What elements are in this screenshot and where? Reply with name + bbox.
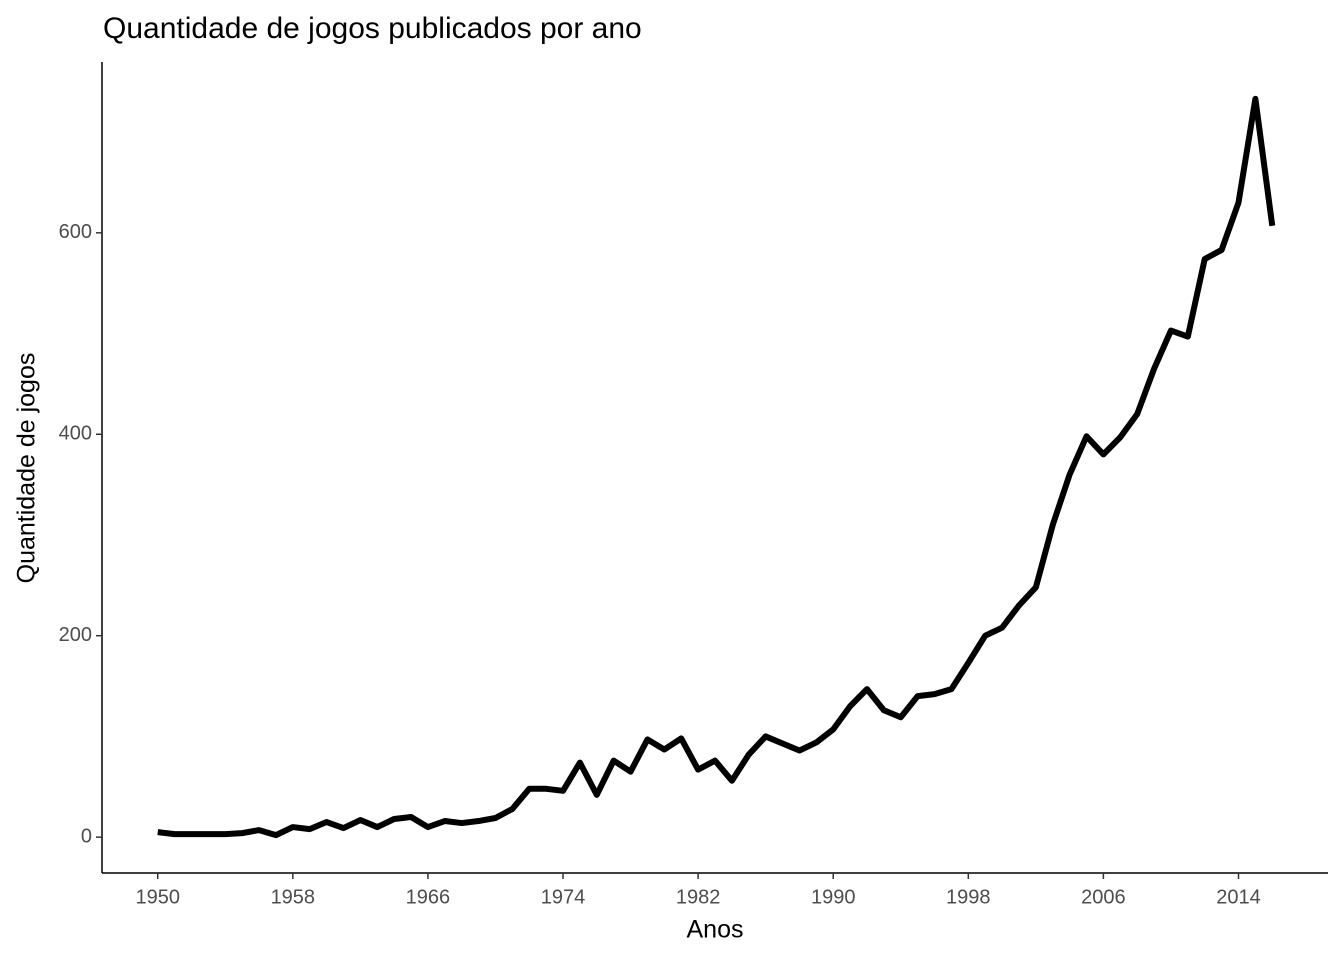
x-tick-label: 2014 xyxy=(1216,886,1261,908)
x-tick-label: 1958 xyxy=(271,886,316,908)
y-axis-label: Quantidade de jogos xyxy=(13,353,41,584)
y-tick-label: 200 xyxy=(59,624,92,646)
chart-title: Quantidade de jogos publicados por ano xyxy=(103,12,642,45)
x-tick-label: 1990 xyxy=(811,886,856,908)
y-tick-label: 600 xyxy=(59,221,92,243)
x-axis-label: Anos xyxy=(687,916,744,944)
x-tick-label: 1998 xyxy=(946,886,991,908)
x-tick-label: 1982 xyxy=(676,886,721,908)
y-tick-label: 0 xyxy=(81,825,92,847)
x-tick-label: 1974 xyxy=(541,886,586,908)
x-tick-label: 2006 xyxy=(1081,886,1126,908)
data-line xyxy=(157,95,1276,839)
x-tick-label: 1950 xyxy=(135,886,180,908)
y-tick-label: 400 xyxy=(59,423,92,445)
x-tick-label: 1966 xyxy=(406,886,451,908)
